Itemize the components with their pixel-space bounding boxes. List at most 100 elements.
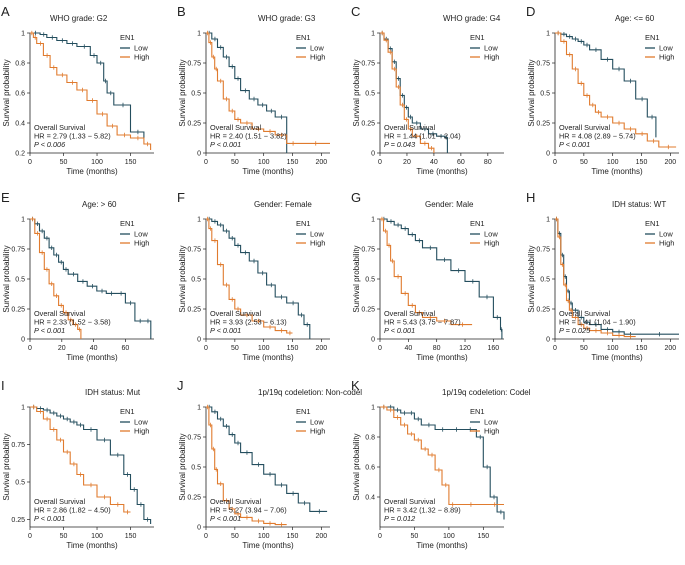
panel-title: Age: > 60 [82,200,117,209]
y-tick-label: 0.5 [191,91,201,98]
y-tick-label: 0.25 [187,307,201,314]
y-tick-label: 0 [197,151,201,158]
x-tick-label: 150 [287,533,299,540]
y-axis-label: Survival probability [352,245,361,312]
y-tick-label: 0.25 [187,121,201,128]
x-tick-label: 0 [378,345,382,352]
x-axis-label: Time (months) [242,353,294,362]
legend-title: EN1 [645,219,660,228]
panel-letter: D [526,4,535,19]
x-tick-label: 160 [488,345,500,352]
km-curve-low [206,32,288,153]
x-tick-label: 150 [477,533,489,540]
y-tick-label: 0 [371,337,375,344]
y-tick-label: 0.4 [15,121,25,128]
x-tick-label: 20 [58,345,66,352]
legend-label-low: Low [659,44,673,53]
km-curve-high [380,32,435,153]
x-axis-label: Time (months) [591,167,643,176]
x-tick-label: 50 [60,533,68,540]
x-tick-label: 20 [403,159,411,166]
y-tick-label: 0.75 [187,61,201,68]
legend-title: EN1 [470,407,485,416]
x-tick-label: 100 [258,345,270,352]
panel-letter: I [1,378,5,393]
legend-label-low: Low [310,230,324,239]
y-axis-label: Survival probability [527,245,536,312]
x-tick-label: 150 [125,533,137,540]
y-tick-label: 0.25 [361,121,375,128]
km-curve-high [206,406,287,526]
y-axis-label: Survival probability [2,433,11,500]
x-tick-label: 60 [121,345,129,352]
km-panel-i: I IDH status: Mut 0.25 0.5 0.75 1 0 50 100 150 Tim… [1,378,154,550]
panel-letter: F [177,190,185,205]
legend-label-low: Low [134,44,148,53]
y-tick-label: 0.5 [365,91,375,98]
y-axis-label: Survival probability [178,59,187,126]
y-tick-label: 0.25 [536,121,550,128]
x-tick-label: 50 [60,159,68,166]
stat-line: HR = 2.79 (1.33 − 5.82) [34,132,111,141]
stat-line: HR = 4.08 (2.89 − 5.74) [559,132,636,141]
y-tick-label: 0.75 [187,247,201,254]
panel-title: IDH status: Mut [85,388,141,397]
km-panel-g: G Gender: Male 0 0.25 0.5 0.75 1 0 40 80 120 160 Tim… [351,190,504,362]
y-tick-label: 0.5 [540,277,550,284]
legend-title: EN1 [296,219,311,228]
x-axis-label: Time (months) [66,541,118,550]
panel-title: Gender: Female [254,200,312,209]
panel-title: WHO grade: G2 [50,14,108,23]
stat-line: P < 0.001 [34,326,65,335]
stat-line: P = 0.025 [559,326,591,335]
km-curve-low [206,406,328,512]
x-tick-label: 100 [91,533,103,540]
x-tick-label: 150 [636,159,648,166]
stat-line: HR = 3.93 (2.53 − 6.13) [210,318,287,327]
x-tick-label: 150 [636,345,648,352]
x-axis-label: Time (months) [242,541,294,550]
legend-label-low: Low [484,44,498,53]
x-tick-label: 100 [258,159,270,166]
stat-line: Overall Survival [34,497,85,506]
panel-title: 1p/19q codeletion: Codel [442,388,531,397]
y-tick-label: 0.25 [11,517,25,524]
km-panel-j: J 1p/19q codeletion: Non-codel 0 0.25 0.5 0.7… [177,378,362,550]
y-tick-label: 0.5 [191,277,201,284]
stat-line: P = 0.043 [384,140,415,149]
legend-label-high: High [310,427,325,436]
y-tick-label: 1 [546,31,550,38]
y-tick-label: 1 [371,405,375,412]
y-tick-label: 1 [371,31,375,38]
x-tick-label: 200 [665,345,677,352]
stat-line: HR = 3.42 (1.32 − 8.89) [384,506,461,515]
y-tick-label: 0 [21,337,25,344]
x-tick-label: 200 [665,159,677,166]
stat-line: Overall Survival [210,309,261,318]
panel-title: IDH status: WT [612,200,666,209]
y-tick-label: 0.25 [361,307,375,314]
y-axis-label: Survival probability [352,59,361,126]
legend-title: EN1 [470,33,485,42]
x-axis-label: Time (months) [591,353,643,362]
km-curve-high [206,32,330,144]
x-tick-label: 0 [28,533,32,540]
km-curve-low [30,32,145,138]
y-tick-label: 0.5 [191,465,201,472]
x-tick-label: 0 [204,159,208,166]
panel-letter: A [1,4,10,19]
y-tick-label: 1 [197,217,201,224]
km-curve-high [380,406,504,506]
x-tick-label: 0 [204,533,208,540]
x-tick-label: 200 [316,533,328,540]
y-tick-label: 0.25 [187,495,201,502]
stat-line: P < 0.001 [210,140,241,149]
stat-line: HR = 2.40 (1.51 − 3.82) [210,132,287,141]
legend-title: EN1 [120,219,135,228]
y-tick-label: 0.5 [365,277,375,284]
legend-label-high: High [310,53,325,62]
legend-label-low: Low [484,418,498,427]
panel-title: 1p/19q codeletion: Non-codel [258,388,362,397]
panel-title: Age: <= 60 [615,14,655,23]
